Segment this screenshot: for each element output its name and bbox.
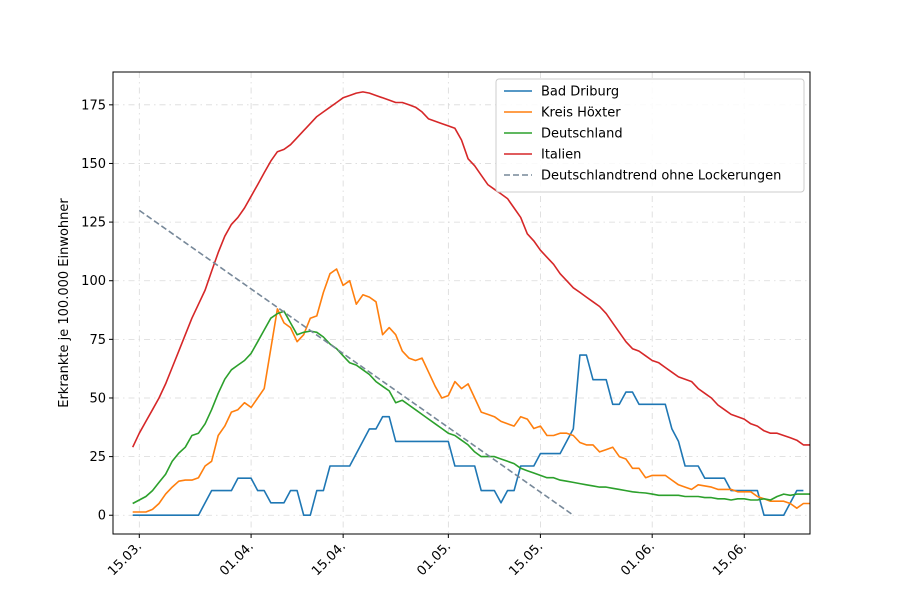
y-tick-label: 150 — [81, 157, 106, 172]
y-tick-label: 125 — [81, 216, 106, 231]
y-tick-label: 100 — [81, 274, 106, 289]
legend-label: Deutschland — [541, 127, 623, 142]
series-layer — [131, 91, 810, 516]
x-tick-label: 15.06. — [710, 539, 750, 579]
legend-label: Deutschlandtrend ohne Lockerungen — [541, 169, 781, 184]
legend: Bad Driburg Kreis Höxter Deutschland Italie… — [495, 78, 805, 193]
legend-box — [495, 78, 805, 193]
y-tick-label: 0 — [98, 509, 106, 524]
y-tick-label: 50 — [89, 391, 106, 406]
series-line-0 — [132, 354, 804, 516]
x-tick-label: 15.05. — [506, 539, 546, 579]
series-line-2 — [132, 310, 810, 505]
series-line-1 — [132, 268, 810, 513]
x-tick-label: 15.03. — [105, 539, 145, 579]
y-axis: 0 25 50 75 100 125 150 175 — [81, 98, 113, 524]
legend-label: Kreis Höxter — [541, 106, 621, 121]
y-tick-label: 25 — [89, 450, 106, 465]
x-tick-label: 15.04. — [309, 539, 349, 579]
x-tick-label: 01.06. — [618, 539, 658, 579]
legend-label: Italien — [541, 148, 581, 163]
legend-label: Bad Driburg — [541, 85, 619, 100]
series-line-3 — [131, 91, 810, 448]
x-tick-label: 01.04. — [217, 539, 257, 579]
x-axis: 15.03. 01.04. 15.04. 01.05. 15.05. 01.06. 15.0… — [105, 534, 750, 579]
plot-frame — [112, 71, 811, 535]
y-tick-label: 175 — [81, 98, 106, 113]
y-tick-label: 75 — [89, 333, 106, 348]
y-axis-label: Erkrankte je 100.000 Einwohner — [57, 198, 72, 408]
series-line-4 — [138, 209, 574, 516]
x-tick-label: 01.05. — [414, 539, 454, 579]
